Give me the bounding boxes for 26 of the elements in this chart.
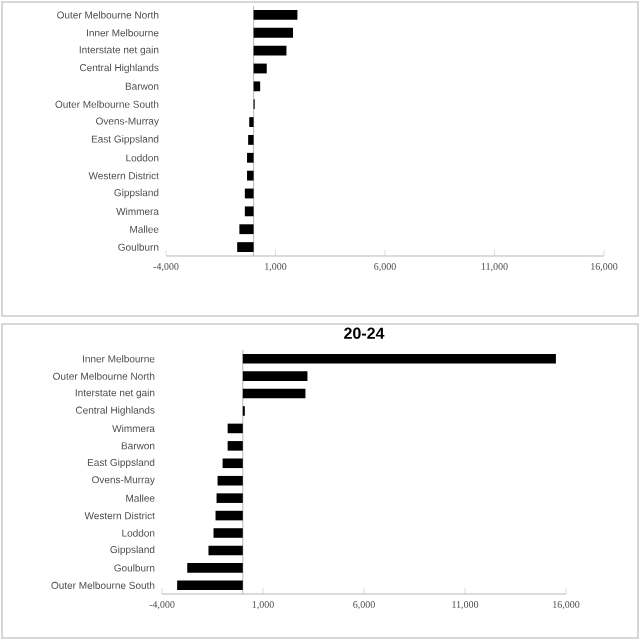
bar [242, 388, 306, 399]
bar [242, 371, 308, 381]
bar [217, 475, 243, 486]
bar [253, 63, 267, 74]
bar [239, 224, 254, 235]
bar [253, 27, 294, 38]
bar [244, 206, 254, 217]
bar [247, 170, 254, 181]
bar [208, 545, 243, 556]
bar [253, 45, 287, 56]
bar [177, 580, 243, 591]
bar [253, 10, 298, 20]
bar [213, 528, 243, 538]
bar [253, 81, 261, 92]
bar [247, 152, 254, 163]
bar [237, 242, 254, 252]
bar [242, 353, 556, 364]
bar [227, 441, 243, 451]
bar [244, 188, 254, 199]
bar [187, 563, 243, 573]
bar [227, 423, 243, 434]
bar [216, 493, 243, 503]
chart-title: 20-24 [344, 327, 385, 339]
bar [222, 458, 243, 469]
bar [248, 135, 254, 145]
bar [215, 510, 243, 521]
